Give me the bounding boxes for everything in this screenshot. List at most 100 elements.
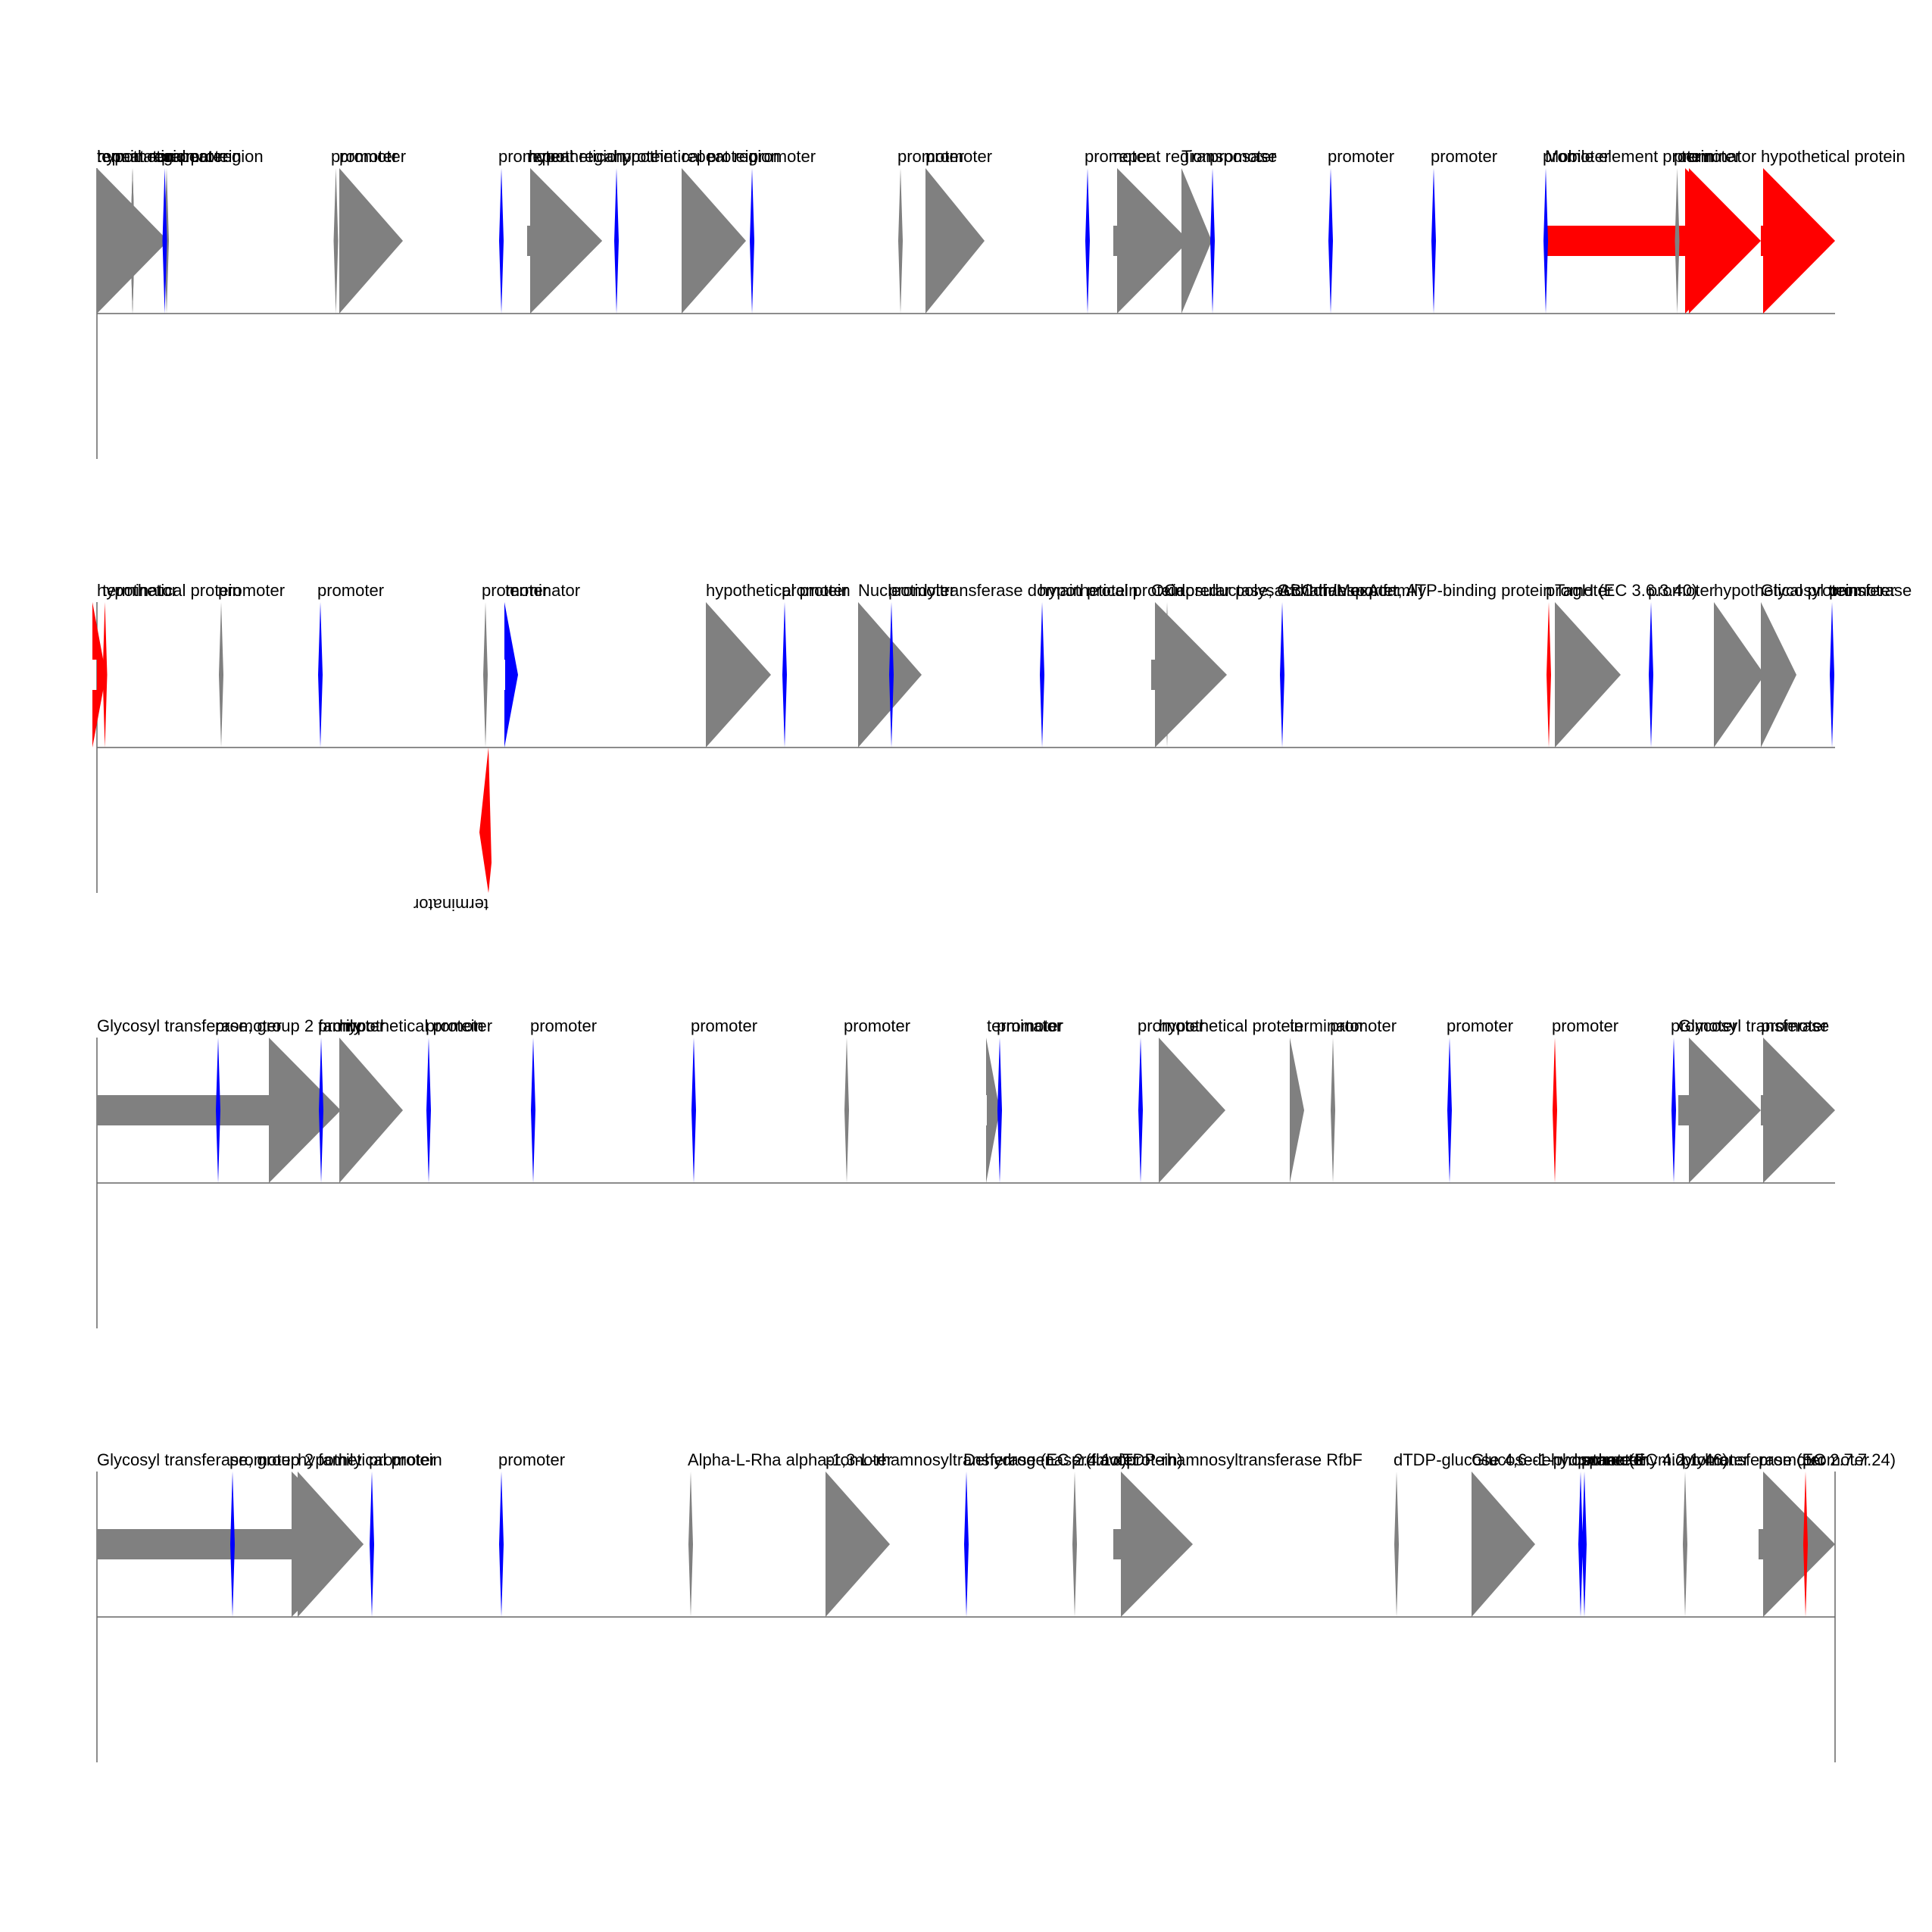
feature-label: promoter [1431,147,1497,166]
feature-label: terminator [97,147,172,166]
feature-label: promoter [482,581,548,600]
feature-mark [370,1472,374,1617]
gene-arrow [92,602,106,748]
track-3: Glycosyl transferase, group 2 familyprom… [96,1016,1835,1328]
feature-mark [1543,168,1548,314]
feature-label: ABC transporter, ATP-binding protein [1279,581,1552,600]
feature-label: repeat region [165,147,264,166]
feature-label: promoter [826,1450,892,1469]
feature-label: hypothetical protein [97,147,242,166]
feature-label: promoter [498,1450,565,1469]
feature-mark [1547,602,1551,748]
feature-mark [483,602,488,748]
feature-label: repeat region [97,147,195,166]
feature-mark [318,602,323,748]
feature-mark [1578,1472,1583,1617]
feature-label: hypothetical protein [339,1016,484,1035]
feature-label: TagH (EC 3.6.3.40) [1555,581,1697,600]
feature-mark [1553,1038,1557,1183]
feature-mark [1210,168,1215,314]
gene-arrow [1159,1038,1225,1183]
feature-label: hypothetical protein [1039,581,1184,600]
track-4: Glycosyl transferase, group 2 familyprom… [96,1450,1896,1762]
feature-label: dTDP-glucose 4,6-dehydratase (EC 4.2.1.4… [1394,1450,1728,1469]
feature-label: promoter [1648,581,1715,600]
feature-label: promoter [1552,1016,1618,1035]
feature-label: promoter [925,147,992,166]
feature-label: promoter [1546,581,1612,600]
feature-label: promoter [897,147,964,166]
feature-label: promoter [1802,1450,1869,1469]
feature-mark [844,1038,849,1183]
feature-mark [216,1038,220,1183]
feature-label: Glycosyl transferase, group 2 family [97,1016,362,1035]
feature-label: promoter [530,1016,597,1035]
feature-mark [750,168,754,314]
feature-mark [614,168,619,314]
feature-label: promoter [1578,1450,1644,1469]
feature-mark [1394,1472,1399,1617]
feature-label: repeat region [682,147,780,166]
feature-mark [531,1038,535,1183]
feature-label: terminator [505,581,580,600]
feature-label: promoter [215,1016,282,1035]
feature-label: hypothetical protein [706,581,851,600]
feature-mark [499,168,504,314]
feature-label: Nucleotidyltransferase domain protein [858,581,1138,600]
gene-arrow [1290,1038,1304,1183]
gene-arrow [504,602,518,748]
feature-label: promoter [1085,147,1151,166]
gene-arrow [1761,602,1796,748]
feature-label: Glycosyl transferase [1678,1016,1829,1035]
feature-mark [130,168,135,314]
feature-label: promoter [161,147,228,166]
feature-label: promoter [1138,1016,1204,1035]
feature-mark [782,602,787,748]
feature-label: promoter [317,581,384,600]
feature-label: promoter [229,1450,296,1469]
feature-mark [964,1472,969,1617]
feature-label: promoter [997,1016,1063,1035]
feature-mark [1447,1038,1452,1183]
feature-label: promoter [749,147,816,166]
feature-label: promoter [1759,1450,1825,1469]
feature-label: hypothetical protein [1761,147,1905,166]
gene-arrow [1151,602,1227,748]
feature-label: Dehydrogenase (flavoprotein) [963,1450,1183,1469]
feature-mark [333,168,339,314]
feature-mark-reverse [479,748,492,893]
feature-label: hypothetical protein [1714,581,1859,600]
gene-arrow [339,1038,403,1183]
feature-mark [219,602,223,748]
gene-arrow [1761,1038,1835,1183]
gene-arrow [1761,168,1835,314]
feature-label: promoter [1682,1450,1749,1469]
gene-arrow [339,168,403,314]
gene-arrow [1759,1472,1835,1617]
feature-mark [319,1038,323,1183]
feature-mark [1671,1038,1676,1183]
feature-label: dTDP-rhamnosyltransferase RfbF [1113,1450,1362,1469]
feature-label: promoter [691,1016,757,1035]
feature-mark [898,168,903,314]
feature-mark [1830,602,1834,748]
feature-label: Oxidoreductase, Gfo/Idh/MocA family [1151,581,1426,600]
feature-mark [1675,168,1680,314]
gene-arrow [1181,168,1212,314]
feature-label: hypothetical protein [529,147,673,166]
feature-mark [1683,1472,1687,1617]
feature-label: promoter [426,1016,492,1035]
feature-label: promoter [1328,147,1394,166]
feature-mark [1431,168,1436,314]
gene-arrow [925,168,985,314]
feature-label: Alpha-L-Rha alpha-1,3-L-rhamnosyltransfe… [688,1450,1127,1469]
feature-mark [1803,1472,1808,1617]
feature-label: Glucose-1-phosphate thymidylyltransferas… [1472,1450,1896,1469]
feature-mark [162,168,167,314]
gene-arrow [706,602,771,748]
feature-mark [102,602,108,748]
feature-label: promoter [782,581,848,600]
feature-mark [1085,168,1090,314]
